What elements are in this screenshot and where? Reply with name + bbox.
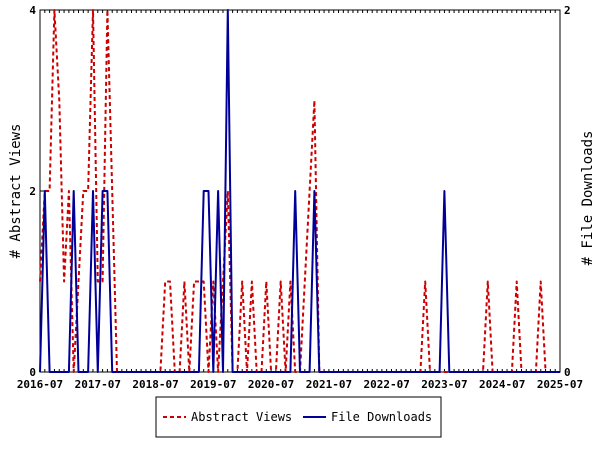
x-tick-label: 2018-07 (132, 378, 178, 391)
y-tick-labels: 0 2 4 0 2 (29, 4, 570, 379)
x-tick-label: 2022-07 (363, 378, 409, 391)
legend: Abstract Views File Downloads (155, 396, 442, 438)
legend-box (155, 396, 442, 438)
series-line-file-downloads (39, 9, 560, 373)
legend-label-file-downloads: File Downloads (331, 410, 432, 424)
y-right-tick-label: 0 (564, 366, 571, 379)
x-tick-label: 2025-07 (537, 378, 583, 391)
x-tick-label: 2017-07 (75, 378, 121, 391)
y-left-tick-label: 2 (29, 185, 36, 198)
x-tick-label: 2019-07 (190, 378, 236, 391)
y-right-tick-label: 2 (564, 4, 571, 17)
x-tick-label: 2020-07 (248, 378, 294, 391)
legend-label-abstract-views: Abstract Views (191, 410, 292, 424)
y-left-tick-label: 4 (29, 4, 36, 17)
y-axis-right-title: # File Downloads (580, 131, 596, 266)
plot-area (39, 9, 561, 373)
y-axis-left-title: # Abstract Views (8, 124, 24, 259)
x-tick-label: 2024-07 (479, 378, 525, 391)
x-tick-label: 2016-07 (17, 378, 63, 391)
x-tick-label: 2021-07 (306, 378, 352, 391)
y-left-tick-label: 0 (29, 366, 36, 379)
series-lines (39, 9, 560, 373)
x-tick-label: 2023-07 (421, 378, 467, 391)
x-tick-labels: 2016-07 2017-07 2018-07 2019-07 2020-07 2021-… (17, 378, 583, 391)
